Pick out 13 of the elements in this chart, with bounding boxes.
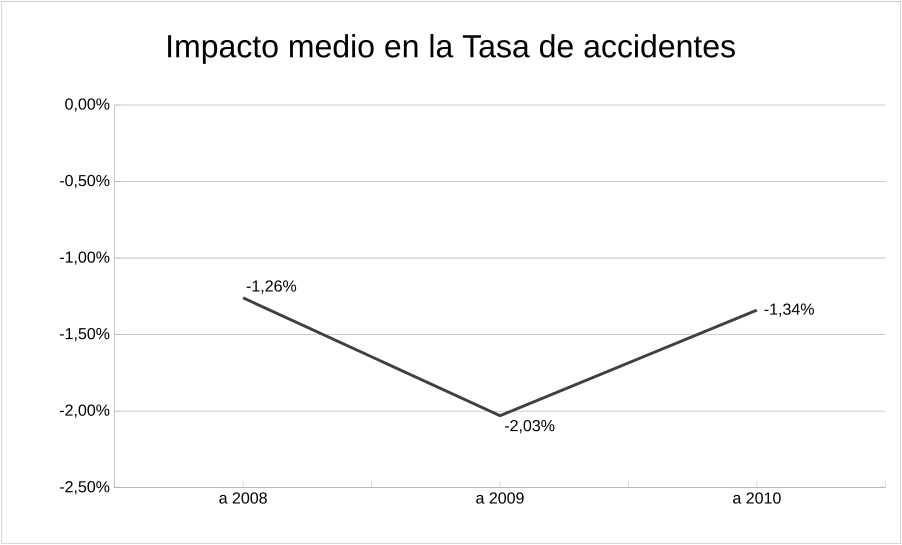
- x-tick-label: a 2009: [476, 492, 524, 504]
- y-tick-label: -1,50%: [60, 328, 110, 342]
- y-tick-label: 0,00%: [65, 98, 110, 112]
- chart-title: Impacto medio en la Tasa de accidentes: [168, 34, 735, 64]
- y-tick-label: -2,00%: [60, 404, 110, 418]
- x-tick-label: a 2010: [733, 492, 781, 504]
- y-tick-label: -0,50%: [60, 174, 110, 188]
- y-tick-label: -1,00%: [60, 251, 110, 265]
- data-label: -1,26%: [246, 280, 296, 294]
- data-label: -1,34%: [764, 303, 814, 317]
- data-label: -2,03%: [504, 420, 554, 434]
- x-tick-label: a 2008: [219, 492, 267, 504]
- y-tick-label: -2,50%: [60, 481, 110, 494]
